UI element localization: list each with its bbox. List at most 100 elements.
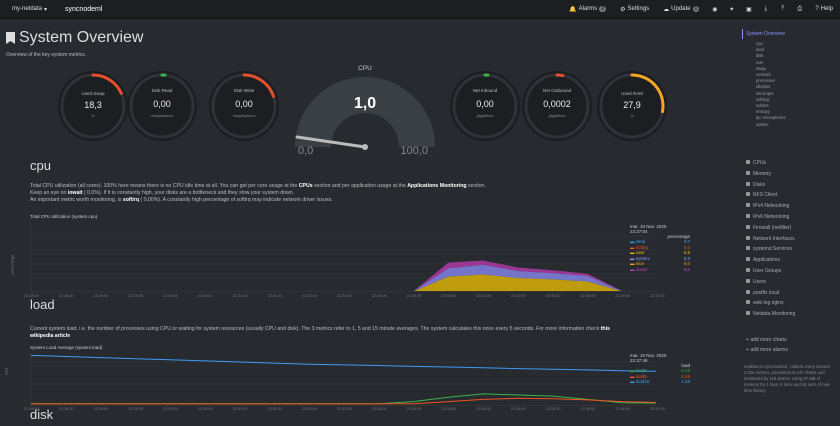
- x-tick-label: 22:33:00: [371, 407, 387, 411]
- sidebar-item-ipv4-networking[interactable]: IPv4 Networking: [746, 203, 789, 209]
- x-tick-label: 22:32:00: [302, 294, 317, 298]
- legend-row-nice[interactable]: ▬ nice 0,0: [630, 261, 690, 267]
- gauge-fill: [630, 73, 665, 114]
- text: Keep an eye on: [30, 190, 68, 196]
- alarms-button[interactable]: 🔔 Alarms 2: [562, 0, 613, 18]
- legend-time: 22:37:04: [630, 229, 648, 234]
- legend-series-value: 0,3: [683, 255, 690, 261]
- x-tick-label: 22:31:30: [267, 294, 283, 298]
- gauge-used-ram[interactable]: Used RAM 27,9 %: [597, 71, 667, 141]
- sidebar-item-netdata-monitoring[interactable]: Netdata Monitoring: [746, 311, 795, 317]
- legend-header: load: [681, 363, 690, 368]
- facebook-icon[interactable]: ▣: [745, 6, 752, 13]
- sidebar-subitem-softirqs[interactable]: softirqs: [756, 96, 770, 102]
- legend-row-load1[interactable]: ▬ load1 0,13: [630, 368, 690, 374]
- legend-row-load5[interactable]: ▬ load5 0,16: [630, 374, 690, 380]
- sidebar-item-disks[interactable]: Disks: [746, 181, 765, 188]
- help-button[interactable]: ? Help: [808, 0, 840, 18]
- sidebar-subitem-interrupts[interactable]: interrupts: [756, 90, 774, 96]
- sidebar-subitem-disk[interactable]: disk: [756, 53, 764, 59]
- add-alarms-link[interactable]: + add more alarms: [746, 347, 788, 353]
- section-icon: [746, 181, 750, 186]
- settings-button[interactable]: ⚙ Settings: [613, 0, 656, 18]
- bookmark-icon: [6, 32, 15, 44]
- gauge-net-inbound[interactable]: Net Inbound 0,00 gigabits/s: [450, 71, 520, 141]
- download-icon[interactable]: ⤓: [764, 5, 768, 12]
- sidebar-item-systemd-services[interactable]: systemd Services: [746, 246, 792, 252]
- sidebar-item-nfs-client[interactable]: NFS Client: [746, 192, 777, 198]
- twitter-icon[interactable]: ✦: [729, 6, 735, 13]
- cpu-chart[interactable]: Total CPU utilization (system.cpu) perce…: [10, 214, 690, 309]
- gauge-label: Used RAM: [621, 91, 643, 96]
- sidebar-item-memory[interactable]: Memory: [746, 170, 771, 177]
- x-tick-label: 22:37:00: [650, 407, 665, 411]
- settings-label: Settings: [627, 6, 650, 12]
- legend-row-steal[interactable]: ▬ steal 0,0: [630, 239, 690, 245]
- github-icon[interactable]: ◉: [712, 6, 718, 13]
- sidebar-item-firewall-netfilter-[interactable]: Firewall (netfilter): [746, 224, 791, 231]
- link-cpus[interactable]: CPUs: [298, 183, 313, 189]
- legend-series-name: ▬ iowait: [630, 266, 648, 272]
- sidebar-subitem-processes[interactable]: processes: [756, 78, 776, 84]
- section-icon: [746, 311, 750, 316]
- cpu-gauge-min: 0,0: [298, 145, 314, 157]
- load-chart-plot[interactable]: [30, 351, 656, 406]
- legend-series-name: ▬ load5: [630, 373, 647, 379]
- text: ( 0,00%). A constantly high percentage o…: [138, 197, 333, 203]
- gauge-net-outbound[interactable]: Net Outbound 0,0002 gigabits/s: [522, 71, 592, 141]
- sidebar-item-network-interfaces[interactable]: Network Interfaces: [746, 235, 795, 242]
- sidebar-item-cpus[interactable]: CPUs: [746, 160, 766, 166]
- gauge-value: 18,3: [84, 100, 102, 110]
- sidebar-item-web-log-nginx[interactable]: web log nginx: [746, 300, 784, 306]
- legend-rows: ▬ load1 0,13 ▬ load5 0,16 ▬ load15 1,58: [630, 368, 690, 385]
- print-icon[interactable]: ⎙: [797, 5, 803, 12]
- legend-series-value: 0,0: [683, 266, 690, 272]
- section-icon: [746, 289, 750, 294]
- legend-row-load15[interactable]: ▬ load15 1,58: [630, 379, 690, 385]
- load-chart[interactable]: System Load Average (system.load) load m…: [3, 345, 690, 420]
- x-tick-label: 22:32:30: [337, 407, 352, 411]
- gauge-arc: [129, 73, 195, 139]
- gauge-disk-read[interactable]: Disk Read 0,00 megabytes/s: [127, 71, 197, 141]
- x-tick-label: 22:28:00: [24, 294, 39, 298]
- load-description: Current system load, i.e. the number of …: [30, 326, 710, 340]
- sidebar-subitem-network[interactable]: network: [756, 72, 771, 77]
- legend-series-value: 0,16: [681, 373, 690, 379]
- sidebar-item-applications[interactable]: Applications: [746, 257, 780, 263]
- sidebar-subitem-idlejitter[interactable]: idlejitter: [756, 84, 771, 90]
- add-charts-link[interactable]: + add more charts: [746, 337, 787, 343]
- legend-row-iowait[interactable]: ▬ iowait 0,0: [630, 267, 690, 273]
- link-this[interactable]: this: [600, 326, 610, 332]
- legend-row-user[interactable]: ▬ user 0,8: [630, 250, 690, 256]
- sidebar-subitem-entropy[interactable]: entropy: [756, 109, 770, 115]
- gauge-disk-write[interactable]: Disk Write 0,00 megabytes/s: [209, 71, 279, 141]
- legend-series-name: ▬ load15: [630, 379, 650, 384]
- x-tick-label: 22:29:00: [93, 294, 109, 298]
- sidebar-item-system-overview[interactable]: System Overview: [746, 31, 785, 37]
- sidebar-item-postfix-local[interactable]: postfix local: [746, 289, 779, 296]
- sidebar-item-user-groups[interactable]: User Groups: [746, 268, 781, 274]
- legend-row-softirq[interactable]: ▬ softirq 0,0: [630, 245, 690, 251]
- update-button[interactable]: ☁ Update 1: [656, 0, 706, 18]
- cpu-chart-plot[interactable]: [30, 222, 656, 292]
- sidebar-subitem-load[interactable]: load: [756, 47, 764, 53]
- sidebar-subitem-ipc-semaphores[interactable]: ipc semaphores: [756, 115, 786, 121]
- sidebar-item-ipv6-networking[interactable]: IPv6 Networking: [746, 214, 789, 220]
- x-tick-label: 22:32:30: [337, 294, 352, 298]
- link-applications[interactable]: Applications Monitoring: [407, 183, 467, 189]
- sidebar-subitem-cpu[interactable]: cpu: [756, 41, 763, 46]
- link-wikipedia[interactable]: wikipedia article: [30, 333, 71, 339]
- gauge-fill: [91, 73, 123, 95]
- sidebar-subitem-swap[interactable]: swap: [756, 65, 766, 71]
- upload-icon[interactable]: ⤒: [781, 5, 785, 12]
- hostname[interactable]: syncnodeml: [65, 5, 103, 13]
- legend-row-system[interactable]: ▬ system 0,3: [630, 256, 690, 262]
- sidebar-item-users[interactable]: Users: [746, 278, 766, 285]
- sidebar-subitem-ram[interactable]: ram: [756, 59, 764, 65]
- netdata-menu-button[interactable]: my-netdata ▾: [6, 6, 53, 13]
- sidebar-subitem-uptime[interactable]: uptime: [756, 121, 769, 127]
- sidebar-subitem-softnet[interactable]: softnet: [756, 103, 769, 108]
- legend-series-name: ▬ nice: [630, 261, 645, 266]
- gauge-used-swap[interactable]: Used Swap 18,3 %: [58, 71, 128, 141]
- cpu-main-gauge[interactable]: CPU 1,0 0,0 100,0: [290, 65, 440, 165]
